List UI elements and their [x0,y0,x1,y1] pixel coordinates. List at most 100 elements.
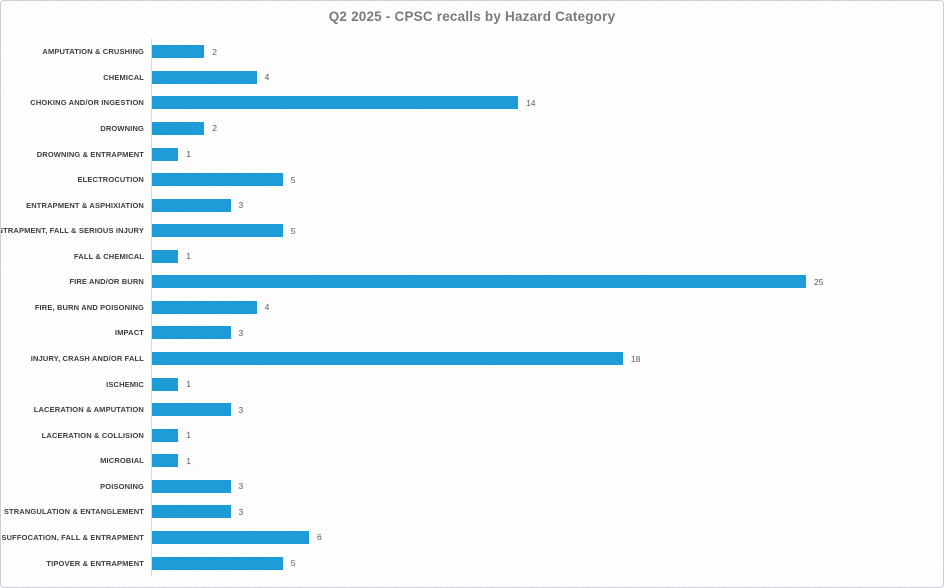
category-label: AMPUTATION & CRUSHING [42,47,144,57]
bar-track: 6 [151,524,943,551]
category-label: MICROBIAL [100,456,144,466]
bar [152,173,283,187]
chart-row: ENTRAPMENT & ASPHIXIATION 3 [1,192,943,218]
value-label: 4 [264,302,270,313]
category-label: ENTRAPMENT & ASPHIXIATION [26,200,144,210]
bar-track: 18 [151,345,943,372]
value-label: 25 [814,276,824,287]
bar [152,377,179,391]
category-label: TIPOVER & ENTRAPMENT [46,558,144,568]
bar-track: 3 [151,396,943,423]
value-label: 3 [238,200,244,211]
chart-plot-area: AMPUTATION & CRUSHING 2 CHEMICAL 4 CHOKI… [1,39,943,576]
bar [152,428,179,442]
value-label: 1 [186,149,191,160]
bar-track: 2 [151,39,943,65]
bar [152,224,283,238]
bar [152,249,179,263]
category-label: CHOKING AND/OR INGESTION [30,98,144,108]
chart-row: CHOKING AND/OR INGESTION 14 [1,90,943,116]
value-label: 1 [186,251,191,262]
bar [152,403,231,417]
bar [152,121,205,135]
chart-row: SUFFOCATION, FALL & ENTRAPMENT 6 [1,524,943,551]
bar-track: 3 [151,320,943,346]
chart-row: STRANGULATION & ENTANGLEMENT 3 [1,499,943,525]
bar [152,505,231,519]
bar-track: 5 [151,550,943,576]
chart-row: IMPACT 3 [1,320,943,346]
category-label: DROWNING [100,123,144,133]
bar [152,479,231,493]
bar-track: 4 [151,294,943,321]
category-label: ISCHEMIC [106,379,144,389]
bar [152,556,283,570]
bar [152,198,231,212]
bar-track: 14 [151,90,943,116]
category-label: SUFFOCATION, FALL & ENTRAPMENT [1,532,144,542]
bar-track: 4 [151,64,943,91]
chart-row: LACERATION & AMPUTATION 3 [1,396,943,423]
value-label: 1 [186,430,191,441]
bar [152,96,519,110]
chart-row: FALL & CHEMICAL 1 [1,243,943,270]
bar-track: 3 [151,499,943,525]
chart-row: DROWNING & ENTRAPMENT 1 [1,141,943,167]
category-label: INJURY, CRASH AND/OR FALL [30,354,144,364]
value-label: 2 [212,123,218,134]
bar [152,454,179,468]
chart-row: ELECTROCUTION 5 [1,166,943,193]
category-label: FIRE, BURN AND POISONING [34,302,144,312]
value-label: 3 [238,481,244,492]
bar [152,45,205,59]
category-label: LACERATION & COLLISION [41,430,144,440]
bar-track: 1 [151,448,943,474]
value-label: 5 [290,558,296,569]
category-label: CHEMICAL [103,72,144,82]
chart-row: DROWNING 2 [1,115,943,142]
value-label: 1 [186,379,191,390]
chart-row: ENTRAPMENT, FALL & SERIOUS INJURY 5 [0,217,943,244]
chart-row: FIRE AND/OR BURN 25 [1,269,943,295]
category-label: LACERATION & AMPUTATION [33,405,144,415]
category-label: ELECTROCUTION [77,175,144,185]
category-label: STRANGULATION & ENTANGLEMENT [3,507,144,517]
chart-row: POISONING 3 [1,473,943,500]
bar-track: 5 [151,166,943,193]
bar [152,300,257,314]
category-label: DROWNING & ENTRAPMENT [36,149,144,159]
bar-track: 3 [151,192,943,218]
bar-track: 1 [151,243,943,270]
category-label: POISONING [100,481,144,491]
bar-track: 5 [151,217,943,244]
bar-track: 1 [151,422,943,448]
bar [152,70,257,84]
value-label: 5 [290,174,296,185]
bar-track: 25 [151,269,943,295]
bar [152,352,623,366]
value-label: 14 [526,97,536,108]
value-label: 1 [186,455,191,466]
chart-row: MICROBIAL 1 [1,448,943,474]
chart-row: LACERATION & COLLISION 1 [1,422,943,448]
value-label: 5 [290,225,296,236]
bar [152,275,806,289]
chart-row: INJURY, CRASH AND/OR FALL 18 [1,345,943,372]
value-label: 3 [238,404,244,415]
category-label: FIRE AND/OR BURN [69,277,144,287]
chart-row: TIPOVER & ENTRAPMENT 5 [1,550,943,576]
chart-row: ISCHEMIC 1 [1,371,943,397]
category-label: IMPACT [114,328,144,338]
value-label: 3 [238,506,244,517]
category-label: FALL & CHEMICAL [73,251,144,261]
value-label: 4 [264,72,270,83]
category-label: ENTRAPMENT, FALL & SERIOUS INJURY [0,226,144,236]
chart-title: Q2 2025 - CPSC recalls by Hazard Categor… [328,9,616,24]
chart-row: AMPUTATION & CRUSHING 2 [1,39,943,65]
chart-row: CHEMICAL 4 [1,64,943,91]
chart-row: FIRE, BURN AND POISONING 4 [1,294,943,321]
value-label: 3 [238,327,244,338]
bar [152,530,309,544]
bar [152,147,179,161]
